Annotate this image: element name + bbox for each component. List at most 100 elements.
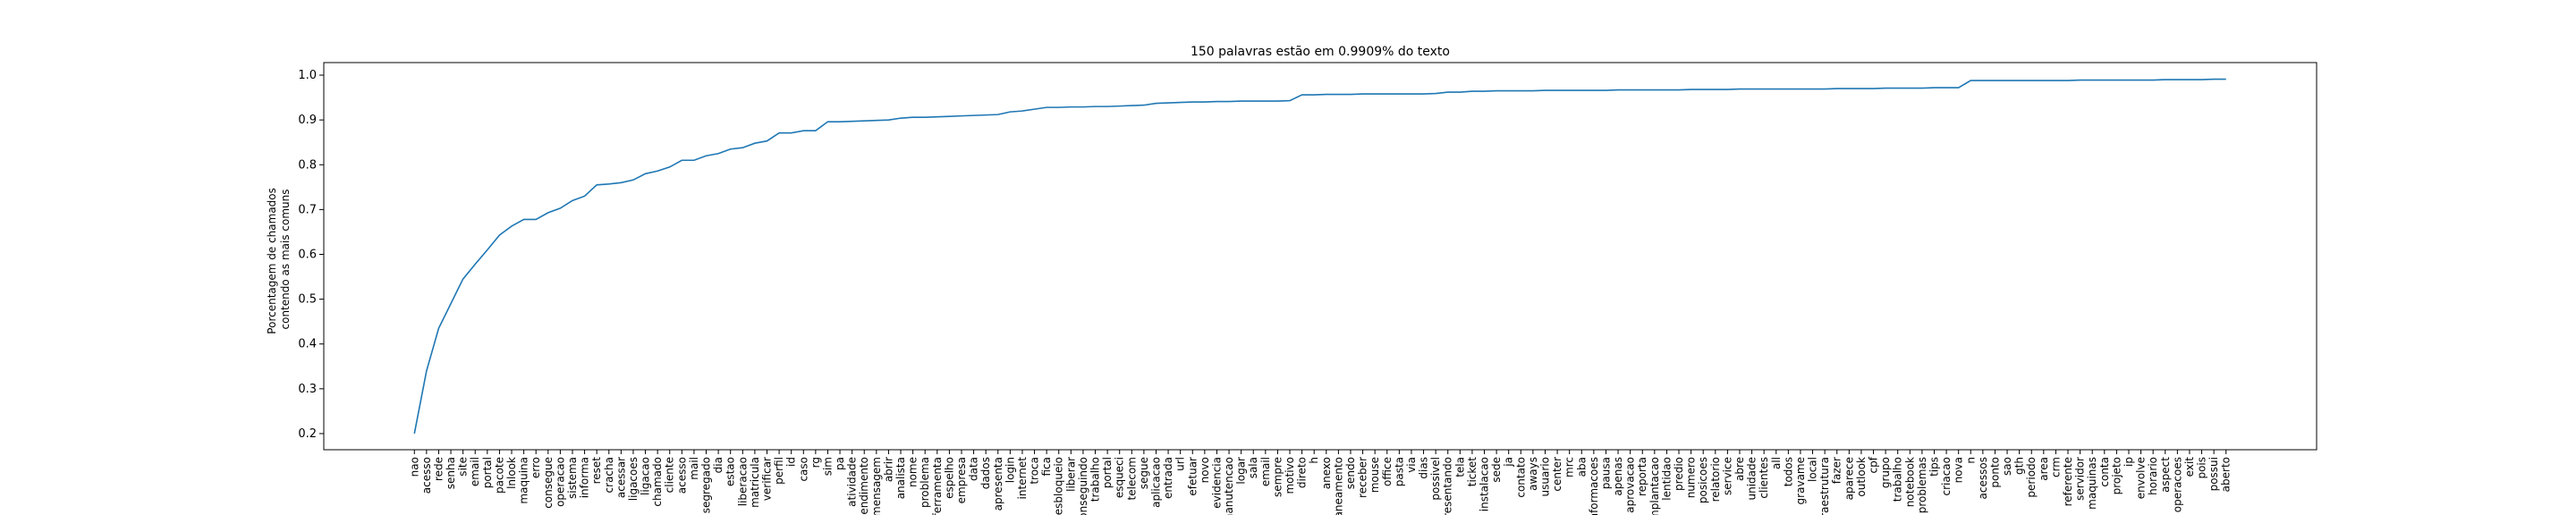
x-tick-label: acesso: [675, 457, 688, 494]
y-tick-label: 0.8: [298, 158, 317, 172]
x-tick-label: tela: [1453, 457, 1466, 477]
x-tick-label: url: [1174, 457, 1187, 471]
x-tick-label: trabalho: [1089, 457, 1102, 502]
x-tick-label: reporta: [1636, 457, 1648, 496]
x-tick-label: sala: [1247, 457, 1259, 478]
x-tick-label: pasta: [1393, 457, 1405, 486]
x-tick-label: possui: [2207, 457, 2220, 491]
x-tick-label: analista: [894, 457, 907, 499]
x-tick-label: exit: [2183, 457, 2196, 477]
y-tick-label: 0.2: [298, 427, 317, 441]
x-tick-label: chamado: [651, 457, 664, 507]
x-tick-label: n: [1964, 457, 1977, 464]
x-tick-label: operacao: [554, 457, 566, 507]
x-tick-label: area: [2038, 457, 2050, 481]
x-tick-label: rede: [432, 457, 445, 481]
x-tick-label: empresa: [955, 457, 968, 503]
x-tick-label: aways: [1527, 457, 1539, 491]
x-tick-label: mrc: [1563, 457, 1576, 477]
x-tick-label: problemas: [1916, 457, 1928, 513]
y-tick-label: 0.5: [298, 293, 317, 307]
y-axis-label-line: contendo as mais comuns: [279, 190, 292, 330]
plot-frame: [323, 62, 2318, 451]
x-tick-label: trabalho: [1892, 457, 1904, 502]
x-tick-label: mail: [688, 457, 700, 480]
x-tick-label: data: [968, 457, 980, 481]
x-tick-label: apenas: [1612, 457, 1624, 496]
x-tick-label: pois: [2196, 457, 2208, 479]
x-tick-label: mouse: [1368, 457, 1381, 493]
x-tick-label: nao: [408, 457, 420, 477]
x-tick-label: esqueci: [1114, 457, 1126, 498]
x-tick-label: clientes: [1758, 457, 1770, 499]
x-tick-label: problema: [919, 457, 931, 508]
x-tick-label: apresenta: [992, 457, 1004, 511]
x-tick-label: presentando: [1442, 457, 1454, 515]
x-tick-label: ligacoes: [627, 457, 640, 501]
x-tick-label: perfil: [773, 457, 785, 485]
x-tick-label: pausa: [1599, 457, 1612, 489]
chart-title: 150 palavras estão em 0.9909% do texto: [1191, 45, 1450, 59]
x-tick-label: office: [1381, 457, 1394, 486]
x-tick-label: numero: [1685, 457, 1698, 498]
x-tick-label: via: [1405, 457, 1418, 473]
x-tick-label: receber: [1357, 457, 1369, 498]
x-tick-label: dia: [712, 457, 724, 473]
x-tick-label: referente: [2062, 457, 2074, 506]
x-tick-label: sim: [821, 457, 834, 476]
x-tick-label: caso: [797, 457, 809, 482]
x-tick-label: local: [1807, 457, 1819, 482]
x-tick-label: evidencia: [1210, 457, 1223, 509]
x-tick-label: erro: [530, 457, 542, 478]
x-tick-label: email: [469, 457, 481, 486]
x-tick-label: ferramenta: [931, 457, 944, 515]
x-tick-label: nova: [1953, 457, 1965, 483]
x-tick-label: periodo: [2025, 457, 2038, 498]
x-tick-label: implantacao: [1648, 457, 1661, 515]
y-tick-label: 0.6: [298, 248, 317, 261]
x-tick-label: ponto: [1988, 457, 2001, 488]
x-tick-label: infraestrutura: [1818, 457, 1831, 515]
x-tick-label: acesso: [420, 457, 433, 494]
x-tick-label: aparece: [1843, 457, 1855, 500]
y-tick-label: 0.7: [298, 203, 317, 216]
x-tick-label: liberacao: [736, 457, 749, 506]
x-tick-label: crm: [2049, 457, 2062, 477]
x-tick-label: posicoes: [1697, 457, 1709, 503]
x-tick-label: notebook: [1903, 457, 1916, 507]
x-tick-label: id: [785, 457, 798, 467]
x-tick-label: email: [1259, 457, 1272, 486]
x-tick-label: aplicacao: [1149, 457, 1162, 508]
y-tick-label: 0.4: [298, 338, 317, 351]
y-tick-label: 0.9: [298, 114, 317, 127]
x-tick-label: criacao: [1940, 457, 1953, 496]
x-tick-label: telecom: [1125, 457, 1138, 500]
x-tick-label: lentidao: [1660, 457, 1673, 501]
x-tick-label: ja: [1503, 457, 1515, 468]
x-tick-label: aspect: [2159, 457, 2172, 493]
x-tick-label: desbloqueio: [1053, 457, 1065, 515]
x-tick-label: internet: [1016, 457, 1029, 500]
x-tick-label: outlook: [1855, 457, 1868, 497]
x-tick-label: projeto: [2110, 457, 2123, 494]
x-tick-label: segue: [1138, 457, 1150, 489]
x-tick-label: aba: [1575, 457, 1588, 477]
x-tick-label: service: [1721, 457, 1733, 495]
x-tick-label: anexo: [1320, 457, 1333, 489]
x-tick-label: gth: [2013, 457, 2026, 475]
x-tick-label: horario: [2147, 457, 2159, 495]
x-tick-label: segregado: [700, 457, 713, 513]
x-tick-label: dias: [1418, 457, 1430, 479]
x-tick-label: cpf: [1868, 456, 1880, 473]
x-tick-label: atendimento: [858, 457, 870, 515]
x-tick-label: relatorio: [1709, 457, 1722, 502]
x-tick-label: fica: [1040, 457, 1053, 477]
x-tick-label: cliente: [664, 457, 676, 493]
x-tick-label: pacote: [493, 457, 505, 494]
x-tick-label: verificar: [760, 457, 773, 501]
x-tick-label: efetuar: [1186, 457, 1199, 496]
x-tick-label: sede: [1490, 457, 1503, 483]
x-tick-label: atividade: [846, 457, 859, 507]
x-tick-label: contato: [1514, 457, 1527, 498]
